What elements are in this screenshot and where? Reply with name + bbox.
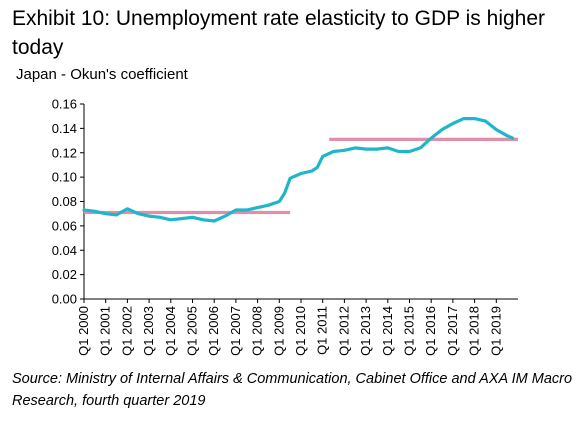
x-tick-label: Q1 2007	[228, 306, 243, 356]
x-tick-label: Q1 2017	[445, 306, 460, 356]
x-tick-label: Q1 2015	[402, 306, 417, 356]
x-tick-label: Q1 2018	[467, 306, 482, 356]
x-tick-label: Q1 2010	[293, 306, 308, 356]
y-tick-label: 0.08	[52, 194, 77, 209]
x-tick-label: Q1 2009	[271, 306, 286, 356]
y-tick-label: 0.14	[52, 121, 77, 136]
x-tick-label: Q1 2002	[119, 306, 134, 356]
chart-subtitle: Japan - Okun's coefficient	[16, 66, 188, 83]
x-tick-label: Q1 2006	[206, 306, 221, 356]
y-tick-label: 0.16	[52, 97, 77, 112]
y-tick-label: 0.10	[52, 170, 77, 185]
source-note: Source: Ministry of Internal Affairs & C…	[12, 371, 573, 409]
chart-title: Exhibit 10: Unemployment rate elasticity…	[12, 7, 546, 59]
y-tick-label: 0.06	[52, 218, 77, 233]
x-axis: Q1 2000 Q1 2001 Q1 2002 Q1 2003 Q1 2004 Q1 20…	[76, 298, 518, 356]
x-tick-label: Q1 2003	[141, 306, 156, 356]
x-tick-label: Q1 2011	[315, 306, 330, 355]
y-axis: 0.00 0.02 0.04 0.06 0.08 0.10 0.12 0.14 0.16	[52, 97, 85, 307]
x-tick-label: Q1 2008	[250, 306, 265, 356]
x-tick-label: Q1 2004	[163, 306, 178, 356]
x-tick-label: Q1 2016	[423, 306, 438, 356]
x-tick-label: Q1 2012	[336, 306, 351, 356]
x-tick-label: Q1 2019	[488, 306, 503, 356]
y-tick-label: 0.02	[52, 267, 77, 282]
y-tick-label: 0.00	[52, 292, 77, 307]
okun-coefficient-line	[82, 117, 515, 223]
x-tick-label: Q1 2005	[185, 306, 200, 356]
series-layer	[82, 117, 518, 223]
x-tick-label: Q1 2013	[358, 306, 373, 356]
x-tick-label: Q1 2000	[76, 306, 91, 356]
y-tick-label: 0.12	[52, 145, 77, 160]
x-tick-label: Q1 2001	[98, 306, 113, 356]
y-tick-label: 0.04	[52, 243, 77, 258]
x-tick-label: Q1 2014	[380, 306, 395, 356]
